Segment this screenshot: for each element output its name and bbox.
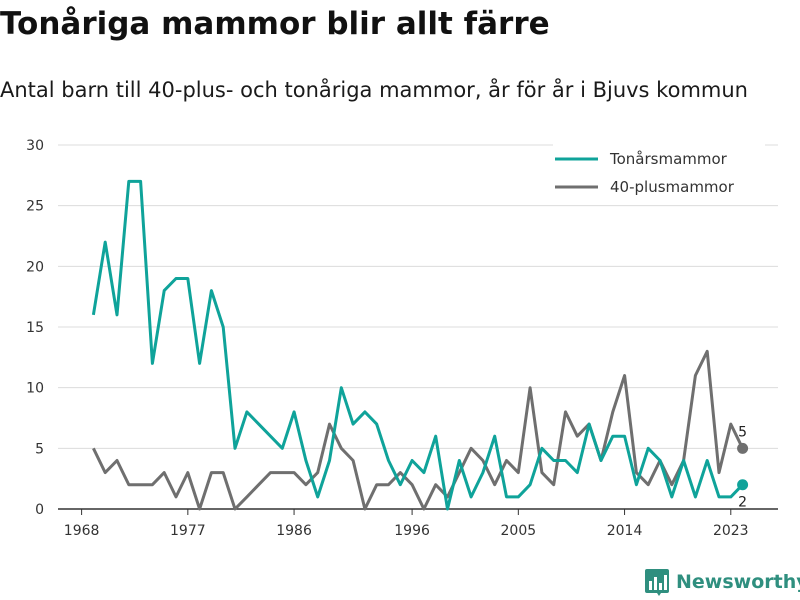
x-tick-label: 1968	[64, 523, 100, 539]
brand-name: Newsworthy	[676, 571, 800, 593]
series-lines: 25	[91, 179, 749, 511]
x-tick-label: 1977	[170, 523, 206, 539]
end-point	[737, 479, 749, 491]
end-point	[737, 442, 749, 454]
chart-title: Tonåriga mammor blir allt färre	[0, 6, 550, 42]
legend: Tonårsmammor 40-plusmammor	[553, 143, 765, 205]
y-tick-label: 20	[26, 259, 44, 275]
x-axis: 1968 1977 1986 1996 2005 2014 2023	[58, 508, 778, 539]
y-tick-label: 10	[26, 381, 44, 397]
end-value-label: 5	[738, 424, 747, 440]
brand-logo[interactable]: Newsworthy	[644, 568, 800, 596]
y-axis-ticks: 0 5 10 15 20 25 30	[26, 138, 44, 518]
y-tick-label: 25	[26, 199, 44, 215]
chart-subtitle: Antal barn till 40-plus- och tonåriga ma…	[0, 78, 748, 102]
end-value-label: 2	[738, 495, 747, 511]
legend-box	[553, 143, 765, 205]
y-tick-label: 0	[35, 502, 44, 518]
series-line	[91, 179, 744, 511]
series-line	[92, 349, 744, 511]
y-tick-label: 15	[26, 320, 44, 336]
x-tick-label: 2014	[607, 523, 643, 539]
x-tick-label: 2023	[713, 523, 749, 539]
x-tick-label: 2005	[501, 523, 537, 539]
legend-label: Tonårsmammor	[609, 150, 728, 168]
x-tick-label: 1996	[394, 523, 430, 539]
y-tick-label: 30	[26, 138, 44, 154]
legend-label: 40-plusmammor	[610, 178, 735, 196]
y-tick-label: 5	[35, 441, 44, 457]
x-tick-label: 1986	[276, 523, 312, 539]
bar-chart-logo-icon	[645, 569, 669, 596]
